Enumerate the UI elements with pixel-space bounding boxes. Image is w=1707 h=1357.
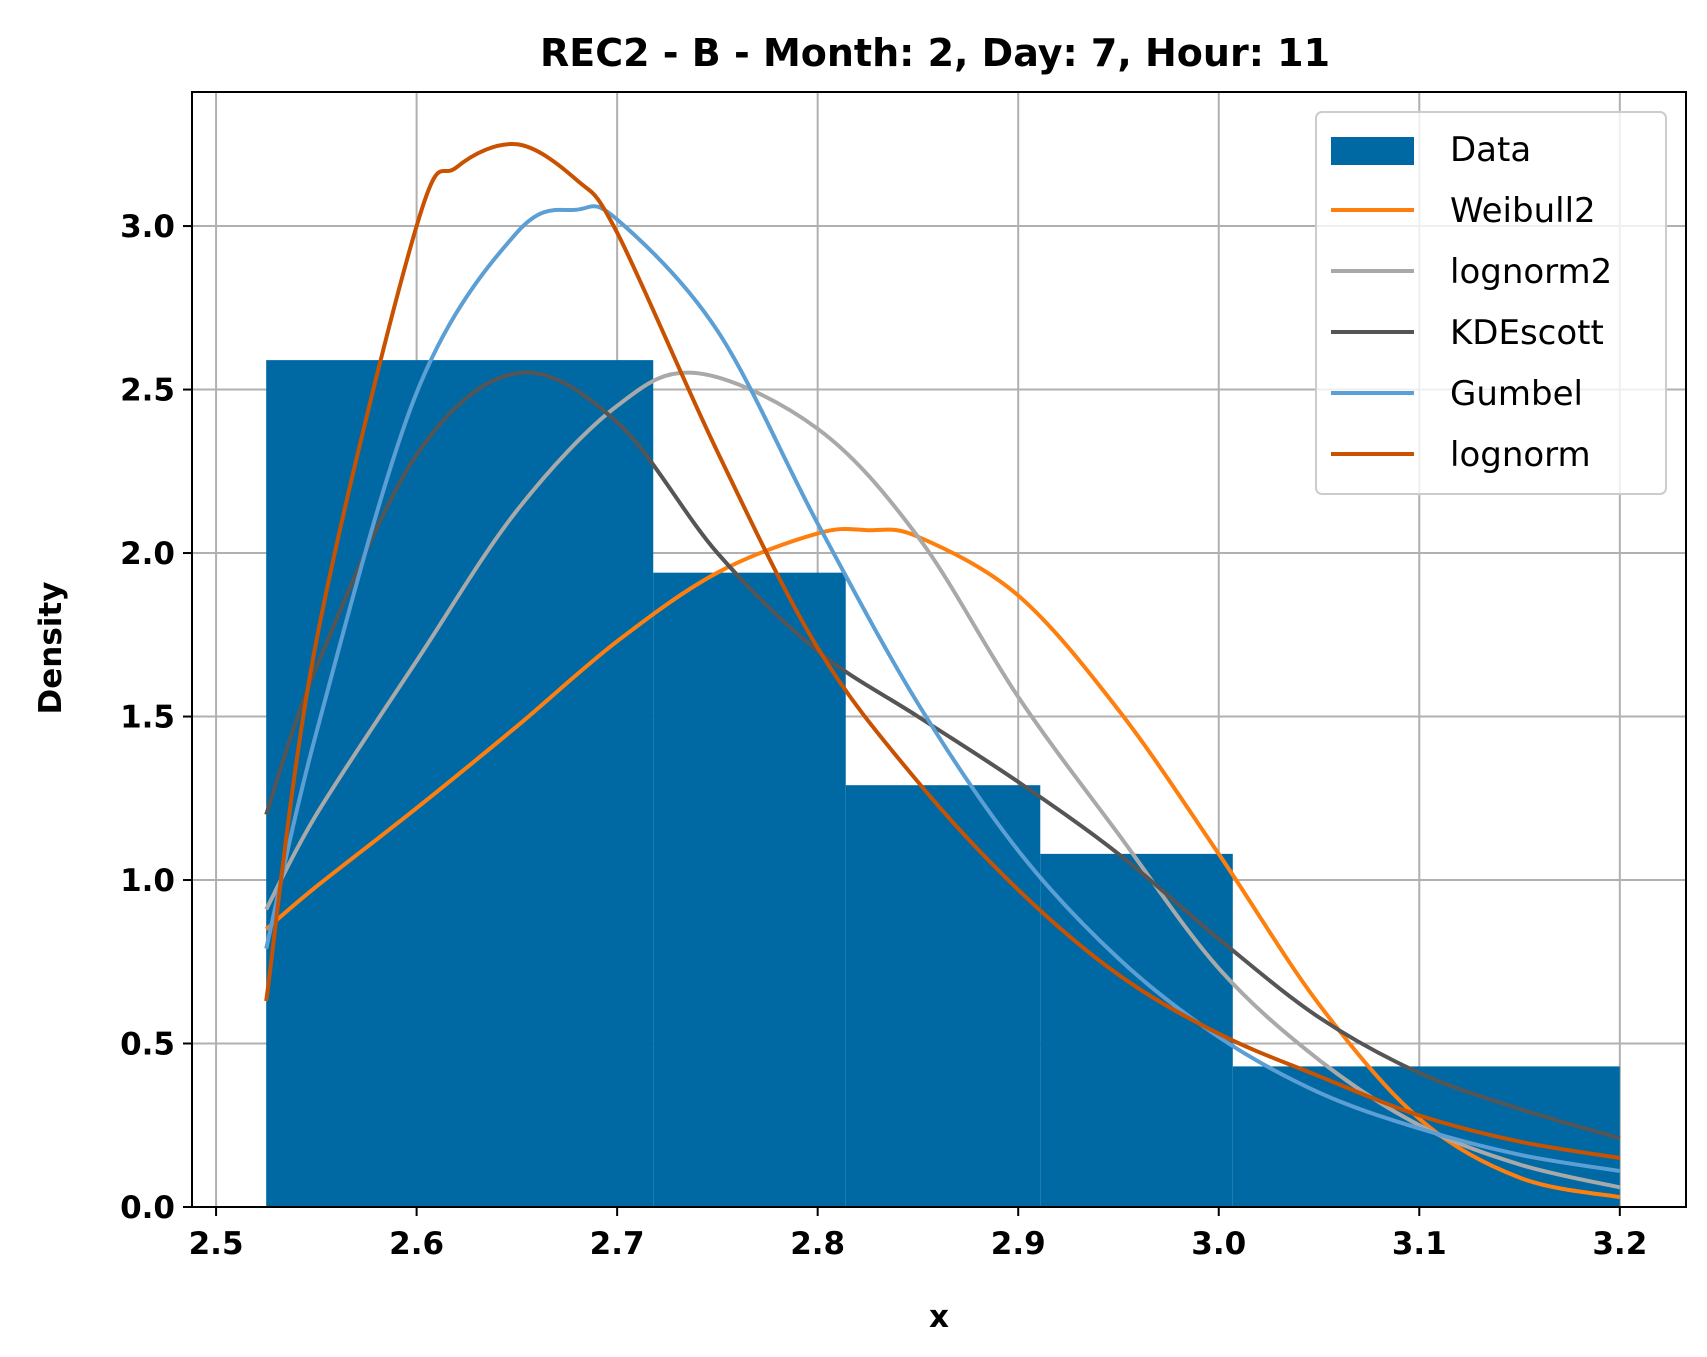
legend-label-lognorm2: lognorm2: [1450, 252, 1612, 292]
x-tick-label: 3.1: [1392, 1226, 1447, 1262]
x-axis-ticks: 2.5 2.6 2.7 2.8 2.9 3.0 3.1 3.2: [189, 1207, 1647, 1262]
x-tick-label: 2.8: [790, 1226, 845, 1262]
x-tick-label: 2.9: [991, 1226, 1046, 1262]
y-tick-label: 2.5: [120, 373, 175, 409]
legend-label-kdescott: KDEscott: [1450, 313, 1604, 353]
y-axis-ticks: 0.0 0.5 1.0 1.5 2.0 2.5 3.0: [120, 209, 192, 1226]
histogram-bars: [266, 360, 1620, 1207]
y-tick-label: 1.5: [120, 700, 175, 736]
y-tick-label: 0.5: [120, 1027, 175, 1063]
legend-label-gumbel: Gumbel: [1450, 374, 1583, 414]
histogram-bar: [845, 785, 1041, 1207]
legend-label-data: Data: [1450, 130, 1531, 170]
legend: Data Weibull2 lognorm2 KDEscott Gumbel lognor…: [1315, 111, 1667, 495]
legend-label-weibull2: Weibull2: [1450, 191, 1596, 231]
y-tick-label: 2.0: [120, 536, 175, 572]
density-curves: [264, 142, 1621, 1200]
series-line-lognorm: [264, 142, 1621, 1160]
chart-title: REC2 - B - Month: 2, Day: 7, Hour: 11: [540, 31, 1330, 75]
legend-label-lognorm: lognorm: [1450, 435, 1591, 475]
x-axis-label: x: [929, 1299, 949, 1335]
legend-swatch-data: [1331, 137, 1414, 165]
series-line-gumbel: [264, 204, 1621, 1173]
y-tick-label: 0.0: [120, 1190, 175, 1226]
legend-box: [1315, 111, 1667, 495]
y-tick-label: 3.0: [120, 209, 175, 245]
y-tick-label: 1.0: [120, 863, 175, 899]
x-tick-label: 3.0: [1191, 1226, 1246, 1262]
x-tick-label: 3.2: [1592, 1226, 1647, 1262]
histogram-bar: [1232, 1066, 1620, 1207]
x-tick-label: 2.7: [590, 1226, 645, 1262]
y-axis-label: Density: [33, 582, 69, 715]
histogram-bar: [266, 360, 654, 1207]
x-tick-label: 2.6: [389, 1226, 444, 1262]
x-tick-label: 2.5: [189, 1226, 244, 1262]
series-line-kdescott: [264, 370, 1621, 1141]
series-line-lognorm2: [264, 370, 1621, 1190]
plot-frame: [191, 91, 1687, 1208]
histogram-bar: [653, 572, 846, 1207]
